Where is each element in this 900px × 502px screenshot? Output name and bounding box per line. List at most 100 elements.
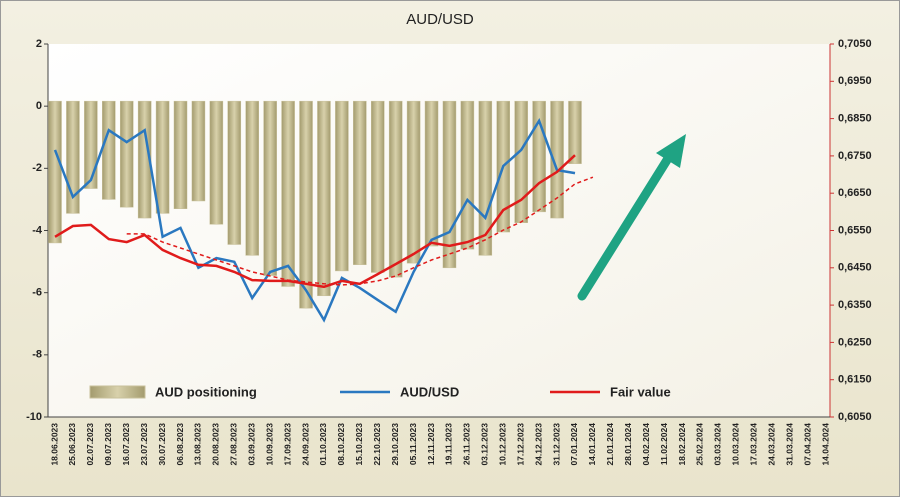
x-tick-label: 15.10.2023 xyxy=(354,423,364,466)
x-tick-label: 20.08.2023 xyxy=(211,423,221,466)
bar xyxy=(137,100,152,219)
bar xyxy=(532,100,546,213)
x-tick-label: 17.12.2023 xyxy=(515,423,525,466)
x-tick-label: 26.11.2023 xyxy=(462,423,472,465)
plot-area xyxy=(48,44,830,417)
x-tick-label: 22.10.2023 xyxy=(372,423,382,466)
x-tick-label: 28.01.2024 xyxy=(623,423,633,466)
x-tick-label: 05.11.2023 xyxy=(408,423,418,465)
x-tick-label: 10.12.2023 xyxy=(498,423,508,466)
legend-swatch xyxy=(89,385,146,399)
bar xyxy=(263,100,277,276)
x-tick-label: 03.09.2023 xyxy=(246,423,256,466)
x-tick-label: 30.07.2023 xyxy=(157,423,167,466)
x-tick-label: 10.09.2023 xyxy=(264,423,274,466)
x-tick-label: 18.02.2024 xyxy=(677,423,687,466)
y2-tick-label: 0,6950 xyxy=(838,75,872,87)
x-tick-label: 03.12.2023 xyxy=(480,423,490,466)
y2-tick-label: 0,6550 xyxy=(838,224,872,236)
x-tick-label: 21.01.2024 xyxy=(605,423,615,466)
bar xyxy=(173,100,188,209)
x-tick-label: 09.07.2023 xyxy=(103,423,113,466)
y-tick-label: 0 xyxy=(36,100,42,112)
bar xyxy=(191,100,206,202)
y-tick-label: -6 xyxy=(32,287,42,299)
x-tick-label: 04.02.2024 xyxy=(641,423,651,466)
bar xyxy=(48,100,62,244)
bar xyxy=(299,100,313,309)
y2-tick-label: 0,6750 xyxy=(838,150,872,162)
bar xyxy=(568,100,582,164)
y2-tick-label: 0,7050 xyxy=(838,38,872,50)
x-tick-label: 07.01.2024 xyxy=(569,423,579,466)
trend-line xyxy=(126,176,594,286)
y-tick-label: -4 xyxy=(32,224,43,236)
bar xyxy=(442,100,457,269)
bar xyxy=(388,100,403,278)
y-tick-label: -2 xyxy=(32,162,42,174)
x-tick-label: 08.10.2023 xyxy=(336,423,346,466)
y2-tick-label: 0,6450 xyxy=(838,262,872,274)
bar xyxy=(550,100,564,219)
bar xyxy=(281,100,295,287)
x-tick-label: 11.02.2024 xyxy=(659,423,669,465)
bar xyxy=(245,100,259,256)
x-tick-label: 16.07.2023 xyxy=(121,423,131,466)
x-tick-label: 17.09.2023 xyxy=(282,423,292,466)
y-tick-label: -8 xyxy=(32,349,42,361)
x-tick-label: 25.02.2024 xyxy=(695,423,705,466)
y2-tick-label: 0,6250 xyxy=(838,336,872,348)
bar xyxy=(227,100,242,245)
x-tick-label: 19.11.2023 xyxy=(444,423,454,465)
x-tick-label: 17.03.2024 xyxy=(749,423,759,466)
line xyxy=(53,117,576,323)
bar xyxy=(84,100,98,189)
x-tick-label: 03.03.2024 xyxy=(713,423,723,466)
x-tick-label: 13.08.2023 xyxy=(193,423,203,466)
y2-tick-label: 0,6350 xyxy=(838,299,872,311)
bar xyxy=(317,100,331,297)
bar xyxy=(478,100,493,256)
x-tick-label: 06.08.2023 xyxy=(175,423,185,466)
bar xyxy=(119,100,134,208)
bar xyxy=(424,100,439,247)
line xyxy=(54,154,576,289)
x-tick-label: 27.08.2023 xyxy=(229,423,239,466)
legend-label: AUD/USD xyxy=(400,384,459,399)
x-tick-label: 24.03.2024 xyxy=(766,423,776,466)
trend-arrow xyxy=(577,134,686,301)
x-tick-label: 31.12.2023 xyxy=(551,423,561,466)
x-tick-label: 12.11.2023 xyxy=(426,423,436,465)
y2-tick-label: 0,6850 xyxy=(838,113,872,125)
x-tick-label: 07.04.2024 xyxy=(802,423,812,466)
bar xyxy=(335,100,349,272)
y2-tick-label: 0,6050 xyxy=(838,411,872,423)
x-tick-label: 24.12.2023 xyxy=(533,423,543,466)
bar xyxy=(460,100,475,250)
legend-label: Fair value xyxy=(610,384,671,399)
x-tick-label: 10.03.2024 xyxy=(731,423,741,466)
legend-label: AUD positioning xyxy=(155,384,257,399)
x-tick-label: 29.10.2023 xyxy=(390,423,400,466)
x-tick-label: 31.03.2024 xyxy=(784,423,794,466)
x-tick-label: 23.07.2023 xyxy=(139,423,149,466)
x-tick-label: 14.04.2024 xyxy=(820,423,830,466)
y-tick-label: 2 xyxy=(36,38,42,50)
y2-tick-label: 0,6150 xyxy=(838,374,872,386)
bar xyxy=(155,100,170,214)
bar xyxy=(209,100,224,225)
x-tick-label: 14.01.2024 xyxy=(587,423,597,466)
bar xyxy=(370,100,385,273)
x-tick-label: 02.07.2023 xyxy=(85,423,95,466)
bar xyxy=(353,100,367,265)
y2-tick-label: 0,6650 xyxy=(838,187,872,199)
bar xyxy=(102,100,116,200)
bar xyxy=(406,100,421,264)
chart-title: AUD/USD xyxy=(406,11,474,28)
y-tick-label: -10 xyxy=(26,411,42,423)
x-tick-label: 18.06.2023 xyxy=(49,423,59,466)
x-tick-label: 01.10.2023 xyxy=(318,423,328,466)
x-tick-label: 24.09.2023 xyxy=(300,423,310,466)
x-tick-label: 25.06.2023 xyxy=(67,423,77,466)
